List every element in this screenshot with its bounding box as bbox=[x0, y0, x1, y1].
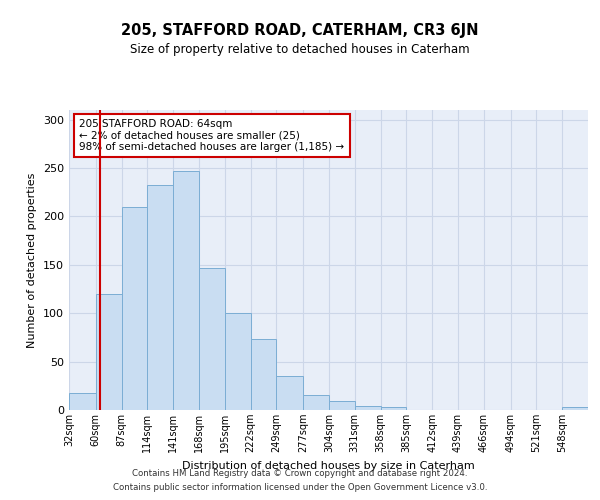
Text: Contains public sector information licensed under the Open Government Licence v3: Contains public sector information licen… bbox=[113, 484, 487, 492]
X-axis label: Distribution of detached houses by size in Caterham: Distribution of detached houses by size … bbox=[182, 460, 475, 470]
Bar bbox=[122, 207, 148, 410]
Bar bbox=[173, 171, 199, 410]
Bar bbox=[225, 313, 251, 410]
Text: 205 STAFFORD ROAD: 64sqm
← 2% of detached houses are smaller (25)
98% of semi-de: 205 STAFFORD ROAD: 64sqm ← 2% of detache… bbox=[79, 119, 344, 152]
Bar bbox=[277, 376, 303, 410]
Bar bbox=[148, 186, 173, 410]
Bar bbox=[380, 407, 406, 410]
Text: Contains HM Land Registry data © Crown copyright and database right 2024.: Contains HM Land Registry data © Crown c… bbox=[132, 468, 468, 477]
Bar bbox=[303, 396, 329, 410]
Bar bbox=[562, 407, 588, 410]
Bar bbox=[69, 392, 96, 410]
Bar bbox=[355, 406, 380, 410]
Bar bbox=[329, 402, 355, 410]
Y-axis label: Number of detached properties: Number of detached properties bbox=[28, 172, 37, 348]
Text: Size of property relative to detached houses in Caterham: Size of property relative to detached ho… bbox=[130, 42, 470, 56]
Bar bbox=[199, 268, 225, 410]
Bar bbox=[251, 340, 277, 410]
Bar bbox=[96, 294, 122, 410]
Text: 205, STAFFORD ROAD, CATERHAM, CR3 6JN: 205, STAFFORD ROAD, CATERHAM, CR3 6JN bbox=[121, 22, 479, 38]
